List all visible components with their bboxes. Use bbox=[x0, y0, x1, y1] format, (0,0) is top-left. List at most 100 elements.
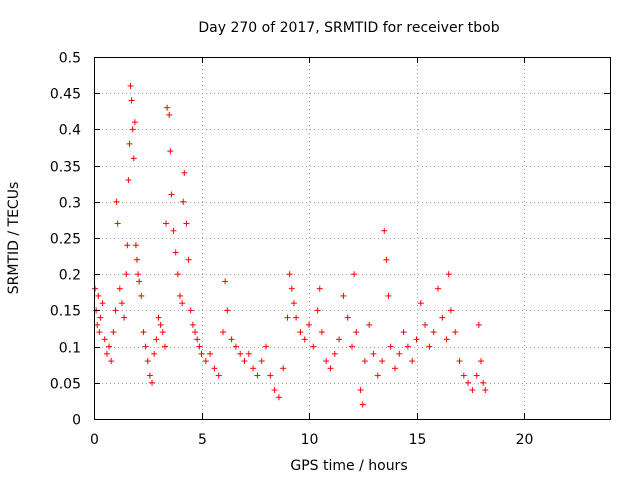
data-point bbox=[263, 343, 269, 350]
tick-labels: 0 5 10 15 20 0 0.05 0.1 0.15 0.2 0.25 0.3 0.35 0.4 0.4… bbox=[50, 51, 534, 449]
data-point bbox=[123, 271, 130, 278]
data-point bbox=[306, 321, 312, 328]
data-point bbox=[146, 372, 153, 379]
data-point bbox=[271, 387, 278, 394]
data-point bbox=[132, 242, 139, 249]
x-tick-label: 20 bbox=[516, 432, 534, 448]
data-point bbox=[126, 140, 133, 147]
data-point bbox=[174, 271, 181, 278]
data-point bbox=[469, 387, 476, 394]
data-point bbox=[232, 343, 239, 350]
data-point bbox=[108, 358, 115, 365]
data-point bbox=[181, 169, 188, 176]
data-point bbox=[385, 292, 392, 299]
y-tick-label: 0.5 bbox=[59, 51, 81, 67]
data-point bbox=[439, 314, 446, 321]
data-point bbox=[237, 350, 244, 357]
data-point bbox=[124, 242, 131, 249]
data-point bbox=[168, 191, 175, 198]
data-point bbox=[310, 343, 317, 350]
data-point bbox=[161, 343, 168, 350]
data-point bbox=[116, 285, 123, 292]
data-point bbox=[447, 307, 454, 314]
data-point bbox=[359, 401, 366, 408]
data-point bbox=[192, 329, 199, 336]
data-point bbox=[112, 307, 119, 314]
data-point bbox=[340, 292, 347, 299]
data-point bbox=[245, 350, 252, 357]
y-tick-label: 0.4 bbox=[59, 123, 81, 139]
data-point bbox=[113, 198, 120, 205]
data-point bbox=[224, 307, 231, 314]
data-point bbox=[357, 387, 364, 394]
data-point bbox=[417, 300, 424, 307]
data-point bbox=[473, 372, 480, 379]
data-point bbox=[288, 285, 295, 292]
data-point bbox=[258, 358, 265, 365]
data-point bbox=[381, 227, 388, 234]
data-point bbox=[198, 350, 205, 357]
x-tick-label: 0 bbox=[90, 432, 99, 448]
data-point bbox=[142, 343, 149, 350]
data-point bbox=[185, 256, 192, 263]
grid bbox=[94, 57, 610, 419]
data-point bbox=[110, 329, 117, 336]
data-point bbox=[370, 350, 377, 357]
data-point bbox=[125, 177, 132, 184]
data-point bbox=[180, 198, 187, 205]
data-point bbox=[196, 343, 203, 350]
y-tick-label: 0.35 bbox=[50, 160, 81, 176]
data-point bbox=[127, 82, 134, 89]
data-point bbox=[134, 256, 140, 263]
y-tick-label: 0.45 bbox=[50, 87, 81, 103]
data-point bbox=[128, 97, 135, 104]
x-tick-label: 5 bbox=[198, 432, 207, 448]
data-point bbox=[293, 314, 300, 321]
x-tick-label: 10 bbox=[301, 432, 319, 448]
data-point bbox=[351, 271, 358, 278]
data-point bbox=[374, 372, 381, 379]
y-tick-label: 0 bbox=[72, 413, 81, 429]
data-point bbox=[443, 336, 450, 343]
data-point bbox=[151, 350, 158, 357]
data-point bbox=[96, 329, 103, 336]
data-point bbox=[189, 321, 196, 328]
data-point bbox=[136, 278, 143, 285]
data-point bbox=[400, 329, 407, 336]
data-point bbox=[250, 365, 257, 372]
data-point bbox=[228, 336, 235, 343]
x-axis-label: GPS time / hours bbox=[290, 458, 407, 474]
data-point bbox=[138, 292, 145, 299]
data-point bbox=[202, 358, 209, 365]
y-tick-label: 0.05 bbox=[50, 377, 81, 393]
data-point bbox=[396, 350, 403, 357]
data-point bbox=[387, 343, 394, 350]
data-point bbox=[361, 358, 368, 365]
data-point bbox=[430, 329, 437, 336]
y-tick-label: 0.3 bbox=[59, 196, 81, 212]
y-tick-label: 0.2 bbox=[59, 268, 81, 284]
data-point bbox=[344, 314, 351, 321]
data-point bbox=[336, 336, 343, 343]
data-point bbox=[379, 358, 386, 365]
y-tick-label: 0.15 bbox=[50, 304, 81, 320]
data-point bbox=[164, 104, 171, 111]
data-point bbox=[349, 343, 355, 350]
data-point bbox=[157, 321, 164, 328]
data-point bbox=[480, 379, 487, 386]
data-point bbox=[409, 358, 416, 365]
data-point bbox=[144, 358, 151, 365]
data-point bbox=[353, 329, 360, 336]
data-point bbox=[314, 307, 321, 314]
y-tick-label: 0.1 bbox=[59, 341, 81, 357]
data-point bbox=[135, 271, 142, 278]
data-point bbox=[267, 372, 274, 379]
data-points bbox=[92, 82, 489, 408]
data-point bbox=[241, 358, 248, 365]
chart-title: Day 270 of 2017, SRMTID for receiver tbo… bbox=[198, 20, 499, 36]
data-point bbox=[323, 358, 330, 365]
data-point bbox=[475, 321, 482, 328]
data-point bbox=[118, 300, 125, 307]
data-point bbox=[275, 394, 282, 401]
axis-ticks bbox=[94, 57, 610, 420]
